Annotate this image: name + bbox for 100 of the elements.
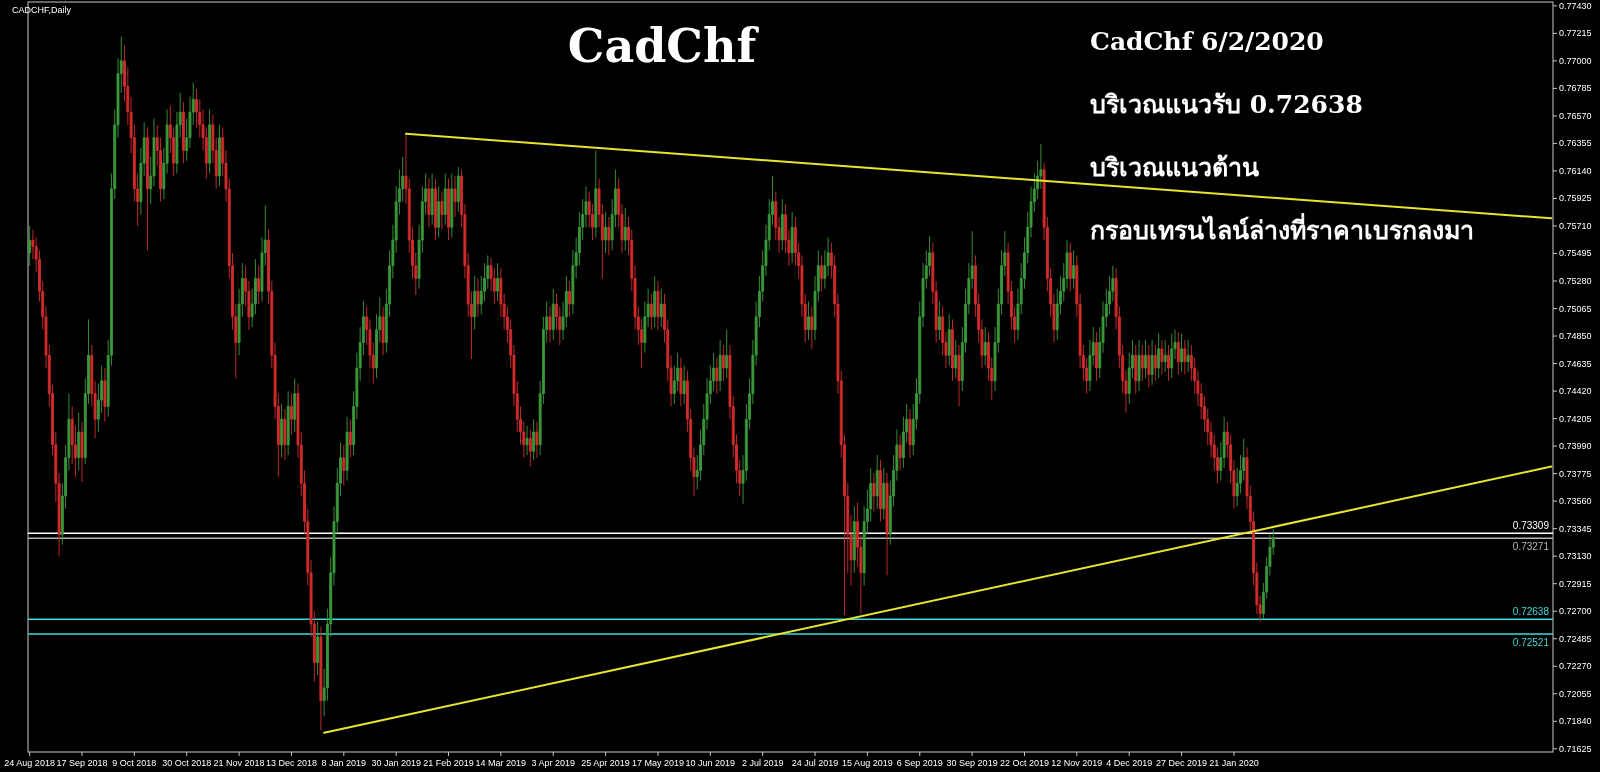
y-tick-label: 0.71625 bbox=[1559, 743, 1592, 754]
x-tick-label: 15 Aug 2019 bbox=[842, 758, 893, 768]
x-tick-label: 6 Sep 2019 bbox=[896, 758, 943, 768]
candlestick bbox=[283, 408, 287, 461]
candlestick bbox=[656, 280, 660, 331]
y-tick-label: 0.75925 bbox=[1559, 193, 1592, 204]
candlestick bbox=[623, 207, 627, 251]
x-tick-label: 17 May 2019 bbox=[631, 758, 684, 768]
candlestick bbox=[1183, 339, 1187, 375]
candlestick bbox=[496, 262, 500, 302]
ref-line-label: 0.72638 bbox=[1512, 606, 1550, 618]
candlestick bbox=[437, 185, 441, 238]
candlestick bbox=[293, 377, 297, 433]
candlestick bbox=[348, 418, 352, 459]
candlestick bbox=[810, 306, 814, 350]
candlestick bbox=[1153, 344, 1157, 382]
x-tick-label: 12 Nov 2019 bbox=[1051, 758, 1103, 768]
candlestick bbox=[473, 275, 477, 331]
candlestick bbox=[721, 344, 725, 382]
candlestick bbox=[443, 173, 447, 226]
candlestick bbox=[208, 109, 212, 174]
candlestick bbox=[1170, 333, 1174, 379]
x-tick-label: 17 Sep 2018 bbox=[56, 758, 108, 768]
candlestick bbox=[898, 434, 902, 471]
y-tick-label: 0.72270 bbox=[1559, 661, 1592, 672]
candlestick bbox=[604, 211, 608, 254]
candlestick bbox=[682, 365, 686, 405]
candlestick bbox=[280, 403, 284, 459]
candlestick bbox=[381, 306, 385, 356]
y-tick-label: 0.75280 bbox=[1559, 276, 1592, 287]
candlestick bbox=[1150, 339, 1154, 386]
y-tick-label: 0.76785 bbox=[1559, 83, 1592, 94]
candlestick bbox=[532, 418, 536, 461]
chart-subtitle: CADCHF,Daily bbox=[12, 5, 72, 15]
x-tick-label: 14 Mar 2019 bbox=[475, 758, 527, 768]
candlestick bbox=[875, 454, 879, 510]
ref-line-label: 0.73271 bbox=[1512, 541, 1550, 553]
candlestick bbox=[649, 293, 653, 331]
candlestick bbox=[1072, 249, 1076, 290]
candlestick bbox=[80, 421, 84, 483]
candlestick bbox=[679, 357, 683, 407]
candlestick bbox=[430, 173, 434, 226]
candlestick bbox=[476, 278, 480, 318]
candlestick bbox=[653, 275, 657, 328]
x-tick-label: 25 Apr 2019 bbox=[581, 758, 630, 768]
candlestick bbox=[286, 390, 290, 456]
candlestick bbox=[427, 178, 431, 228]
candlestick bbox=[807, 301, 810, 341]
candlestick bbox=[908, 408, 912, 459]
candlestick bbox=[1140, 344, 1144, 382]
chart-title: CadChf bbox=[567, 19, 760, 73]
candlestick bbox=[872, 472, 876, 512]
y-tick-label: 0.75710 bbox=[1559, 220, 1592, 231]
x-tick-label: 30 Sep 2019 bbox=[946, 758, 998, 768]
candlestick bbox=[954, 339, 958, 379]
y-tick-label: 0.73775 bbox=[1559, 468, 1592, 479]
candlestick bbox=[440, 190, 444, 231]
candlestick bbox=[456, 166, 460, 213]
y-tick-label: 0.77215 bbox=[1559, 28, 1592, 39]
candlestick bbox=[453, 175, 457, 218]
candlestick bbox=[780, 198, 784, 251]
annotation: CadChf 6/2/2020 bbox=[1090, 27, 1324, 56]
y-tick-label: 0.76140 bbox=[1559, 165, 1592, 176]
candlestick bbox=[345, 416, 349, 482]
x-tick-label: 24 Jul 2019 bbox=[791, 758, 839, 768]
candlestick bbox=[1068, 242, 1072, 292]
y-tick-label: 0.74850 bbox=[1559, 331, 1592, 342]
candlestick bbox=[957, 344, 961, 407]
candlestick bbox=[718, 339, 722, 392]
y-tick-label: 0.73990 bbox=[1559, 441, 1592, 452]
y-tick-label: 0.73345 bbox=[1559, 523, 1592, 534]
x-tick-label: 8 Jan 2019 bbox=[321, 758, 367, 768]
candlestick bbox=[1160, 339, 1164, 375]
annotation: บริเวณแนวต้าน bbox=[1090, 153, 1259, 182]
y-tick-label: 0.72055 bbox=[1559, 688, 1592, 699]
candlestick bbox=[937, 301, 941, 341]
y-tick-label: 0.76570 bbox=[1559, 110, 1592, 121]
x-tick-label: 27 Dec 2019 bbox=[1156, 758, 1208, 768]
candlestick bbox=[1167, 344, 1170, 382]
candlestick bbox=[103, 367, 107, 423]
candlestick bbox=[983, 326, 987, 366]
candlestick bbox=[1157, 333, 1161, 379]
candlestick bbox=[1147, 344, 1151, 388]
y-tick-label: 0.77000 bbox=[1559, 55, 1592, 66]
candlestick bbox=[659, 288, 663, 328]
candlestick bbox=[568, 280, 572, 318]
candlestick bbox=[947, 313, 951, 366]
y-tick-label: 0.71840 bbox=[1559, 716, 1592, 727]
x-tick-label: 9 Oct 2018 bbox=[112, 758, 157, 768]
candlestick bbox=[1186, 339, 1190, 373]
candlestick bbox=[715, 357, 719, 395]
candlestick bbox=[594, 150, 598, 238]
candlestick bbox=[1134, 344, 1138, 395]
y-tick-label: 0.75065 bbox=[1559, 303, 1592, 314]
candlestick bbox=[790, 211, 794, 264]
candlestick bbox=[885, 472, 889, 576]
candlestick bbox=[528, 429, 532, 468]
candlestick bbox=[525, 425, 529, 456]
y-tick-label: 0.75495 bbox=[1559, 248, 1592, 259]
candlestick bbox=[551, 288, 555, 341]
